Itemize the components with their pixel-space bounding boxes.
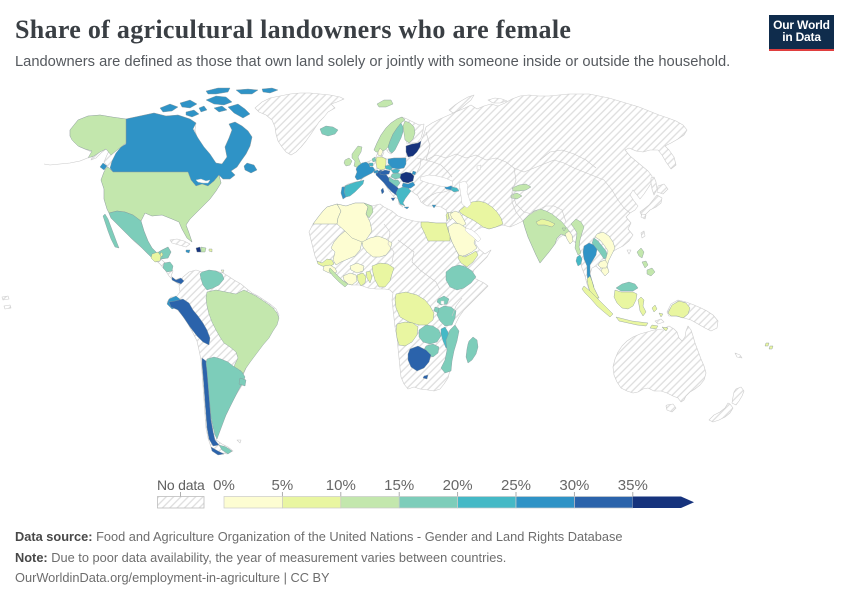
svg-text:20%: 20% [443, 477, 473, 494]
svg-text:5%: 5% [272, 477, 294, 494]
svg-text:10%: 10% [326, 477, 356, 494]
svg-text:35%: 35% [618, 477, 648, 494]
svg-text:0%: 0% [213, 477, 235, 494]
svg-text:15%: 15% [384, 477, 414, 494]
svg-text:30%: 30% [559, 477, 589, 494]
svg-text:25%: 25% [501, 477, 531, 494]
